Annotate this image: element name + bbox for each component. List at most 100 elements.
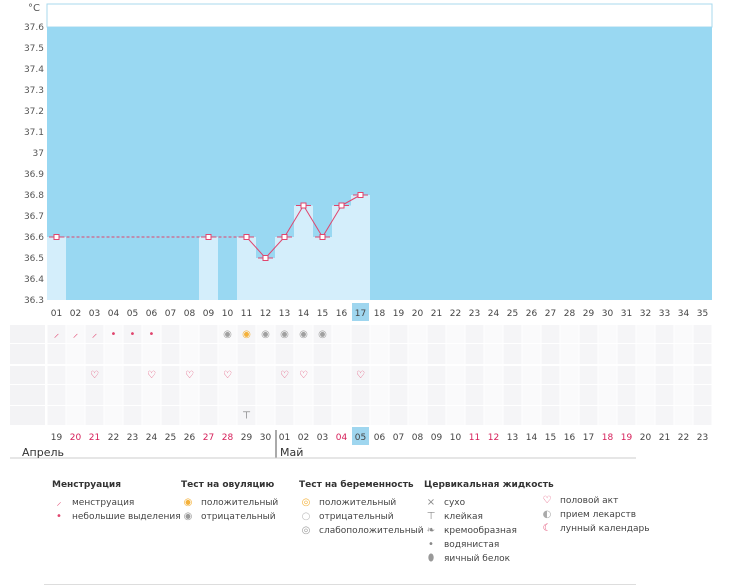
marker-cell xyxy=(313,366,332,384)
marker-cell xyxy=(408,366,427,384)
month-label-may: Май xyxy=(280,446,304,459)
egg-white-icon: ⬮ xyxy=(427,553,435,564)
calendar-date-label: 04 xyxy=(336,433,348,443)
cycle-day-label: 25 xyxy=(507,309,518,319)
marker-cell xyxy=(408,344,427,364)
marker-cell xyxy=(199,406,218,425)
marker-cell xyxy=(351,366,370,384)
marker-cell xyxy=(66,406,85,425)
legend-item-intercourse: ♡ половой акт xyxy=(540,494,650,508)
data-point xyxy=(281,234,288,240)
marker-cell xyxy=(636,344,655,364)
marker-cell xyxy=(180,385,199,405)
cycle-day-label: 07 xyxy=(165,309,176,319)
marker-cell xyxy=(294,385,313,405)
cycle-day-label: 04 xyxy=(108,309,120,319)
pregnancy-positive-icon: ◎ xyxy=(301,497,311,508)
creamy-icon: ❧ xyxy=(426,525,436,536)
marker-cell xyxy=(427,385,446,405)
marker-cell xyxy=(579,325,598,343)
cycle-day-label: 26 xyxy=(526,309,538,319)
cycle-day-label: 05 xyxy=(127,309,138,319)
marker-cell xyxy=(256,344,275,364)
marker-cell xyxy=(484,344,503,364)
y-tick-label: 37.6 xyxy=(24,23,44,33)
ovulation-negative-icon: ◉ xyxy=(280,329,289,340)
calendar-date-label: 24 xyxy=(146,433,158,443)
calendar-date-label: 18 xyxy=(602,433,614,443)
menstruation-drop-icon: ⸝ xyxy=(73,327,79,340)
calendar-date-label: 26 xyxy=(184,433,196,443)
calendar-date-label: 19 xyxy=(621,433,633,443)
marker-cell xyxy=(427,344,446,364)
y-tick-label: 36.7 xyxy=(24,212,44,222)
calendar-date-label: 06 xyxy=(374,433,386,443)
calendar-date-label: 19 xyxy=(51,433,63,443)
marker-cell xyxy=(408,385,427,405)
pregnancy-weak-icon: ◎ xyxy=(301,525,311,536)
marker-cell xyxy=(332,385,351,405)
marker-cell xyxy=(617,406,636,425)
marker-cell xyxy=(218,366,237,384)
calendar-date-label: 27 xyxy=(203,433,214,443)
legend-item-lunar: ☾ лунный календарь xyxy=(540,522,650,536)
marker-cell xyxy=(351,325,370,343)
cycle-day-label: 28 xyxy=(564,309,576,319)
calendar-date-label: 29 xyxy=(241,433,253,443)
ovulation-negative-icon: ◉ xyxy=(299,329,308,340)
marker-cell xyxy=(560,406,579,425)
marker-cell xyxy=(674,325,693,343)
marker-cell xyxy=(85,385,104,405)
marker-cell xyxy=(180,325,199,343)
legend-ovulation-title: Тест на овуляцию xyxy=(181,480,275,490)
marker-cell xyxy=(427,325,446,343)
cycle-day-label: 10 xyxy=(222,309,234,319)
marker-cell xyxy=(47,325,66,343)
cycle-day-label: 09 xyxy=(203,309,215,319)
marker-cell xyxy=(47,366,66,384)
marker-cell xyxy=(275,366,294,384)
legend-pregnancy-test: Тест на беременность ◎ положительный ○ отр… xyxy=(299,480,424,538)
marker-cell xyxy=(484,406,503,425)
marker-cell xyxy=(541,385,560,405)
line-segment xyxy=(246,236,266,259)
temperature-bar xyxy=(313,237,332,300)
positive-test-icon: ◉ xyxy=(183,497,193,508)
marker-cell xyxy=(123,344,142,364)
marker-cell xyxy=(579,344,598,364)
moon-icon: ☾ xyxy=(542,523,552,534)
marker-cell xyxy=(104,344,123,364)
marker-cell xyxy=(237,406,256,425)
line-segment xyxy=(303,205,323,238)
marker-cell xyxy=(465,385,484,405)
marker-cell xyxy=(180,344,199,364)
marker-cell xyxy=(579,385,598,405)
marker-cell xyxy=(351,406,370,425)
calendar-date-label: 30 xyxy=(260,433,272,443)
marker-cell xyxy=(218,344,237,364)
intercourse-heart-icon: ♡ xyxy=(280,370,289,381)
cycle-day-label: 21 xyxy=(431,309,442,319)
marker-cell xyxy=(503,366,522,384)
marker-cell xyxy=(693,366,712,384)
calendar-date-label: 15 xyxy=(545,433,556,443)
legend-item-ovulation-negative: ◉ отрицательный xyxy=(181,510,278,524)
temperature-bar xyxy=(237,237,256,300)
marker-cell xyxy=(541,406,560,425)
marker-cell xyxy=(617,385,636,405)
cycle-day-label: 20 xyxy=(412,309,424,319)
calendar-date-label: 08 xyxy=(412,433,424,443)
marker-cell xyxy=(484,325,503,343)
negative-test-icon: ◉ xyxy=(183,511,193,522)
month-label-april: Апрель xyxy=(22,446,64,459)
marker-cell xyxy=(294,366,313,384)
temperature-bar xyxy=(275,237,294,300)
marker-cell xyxy=(180,366,199,384)
marker-cell xyxy=(199,385,218,405)
temperature-bar xyxy=(256,258,275,300)
y-tick-label: 37.3 xyxy=(24,86,44,96)
y-tick-label: 37.4 xyxy=(24,65,44,75)
marker-cell xyxy=(256,406,275,425)
y-tick-label: 36.3 xyxy=(24,296,44,306)
marker-cell xyxy=(427,366,446,384)
